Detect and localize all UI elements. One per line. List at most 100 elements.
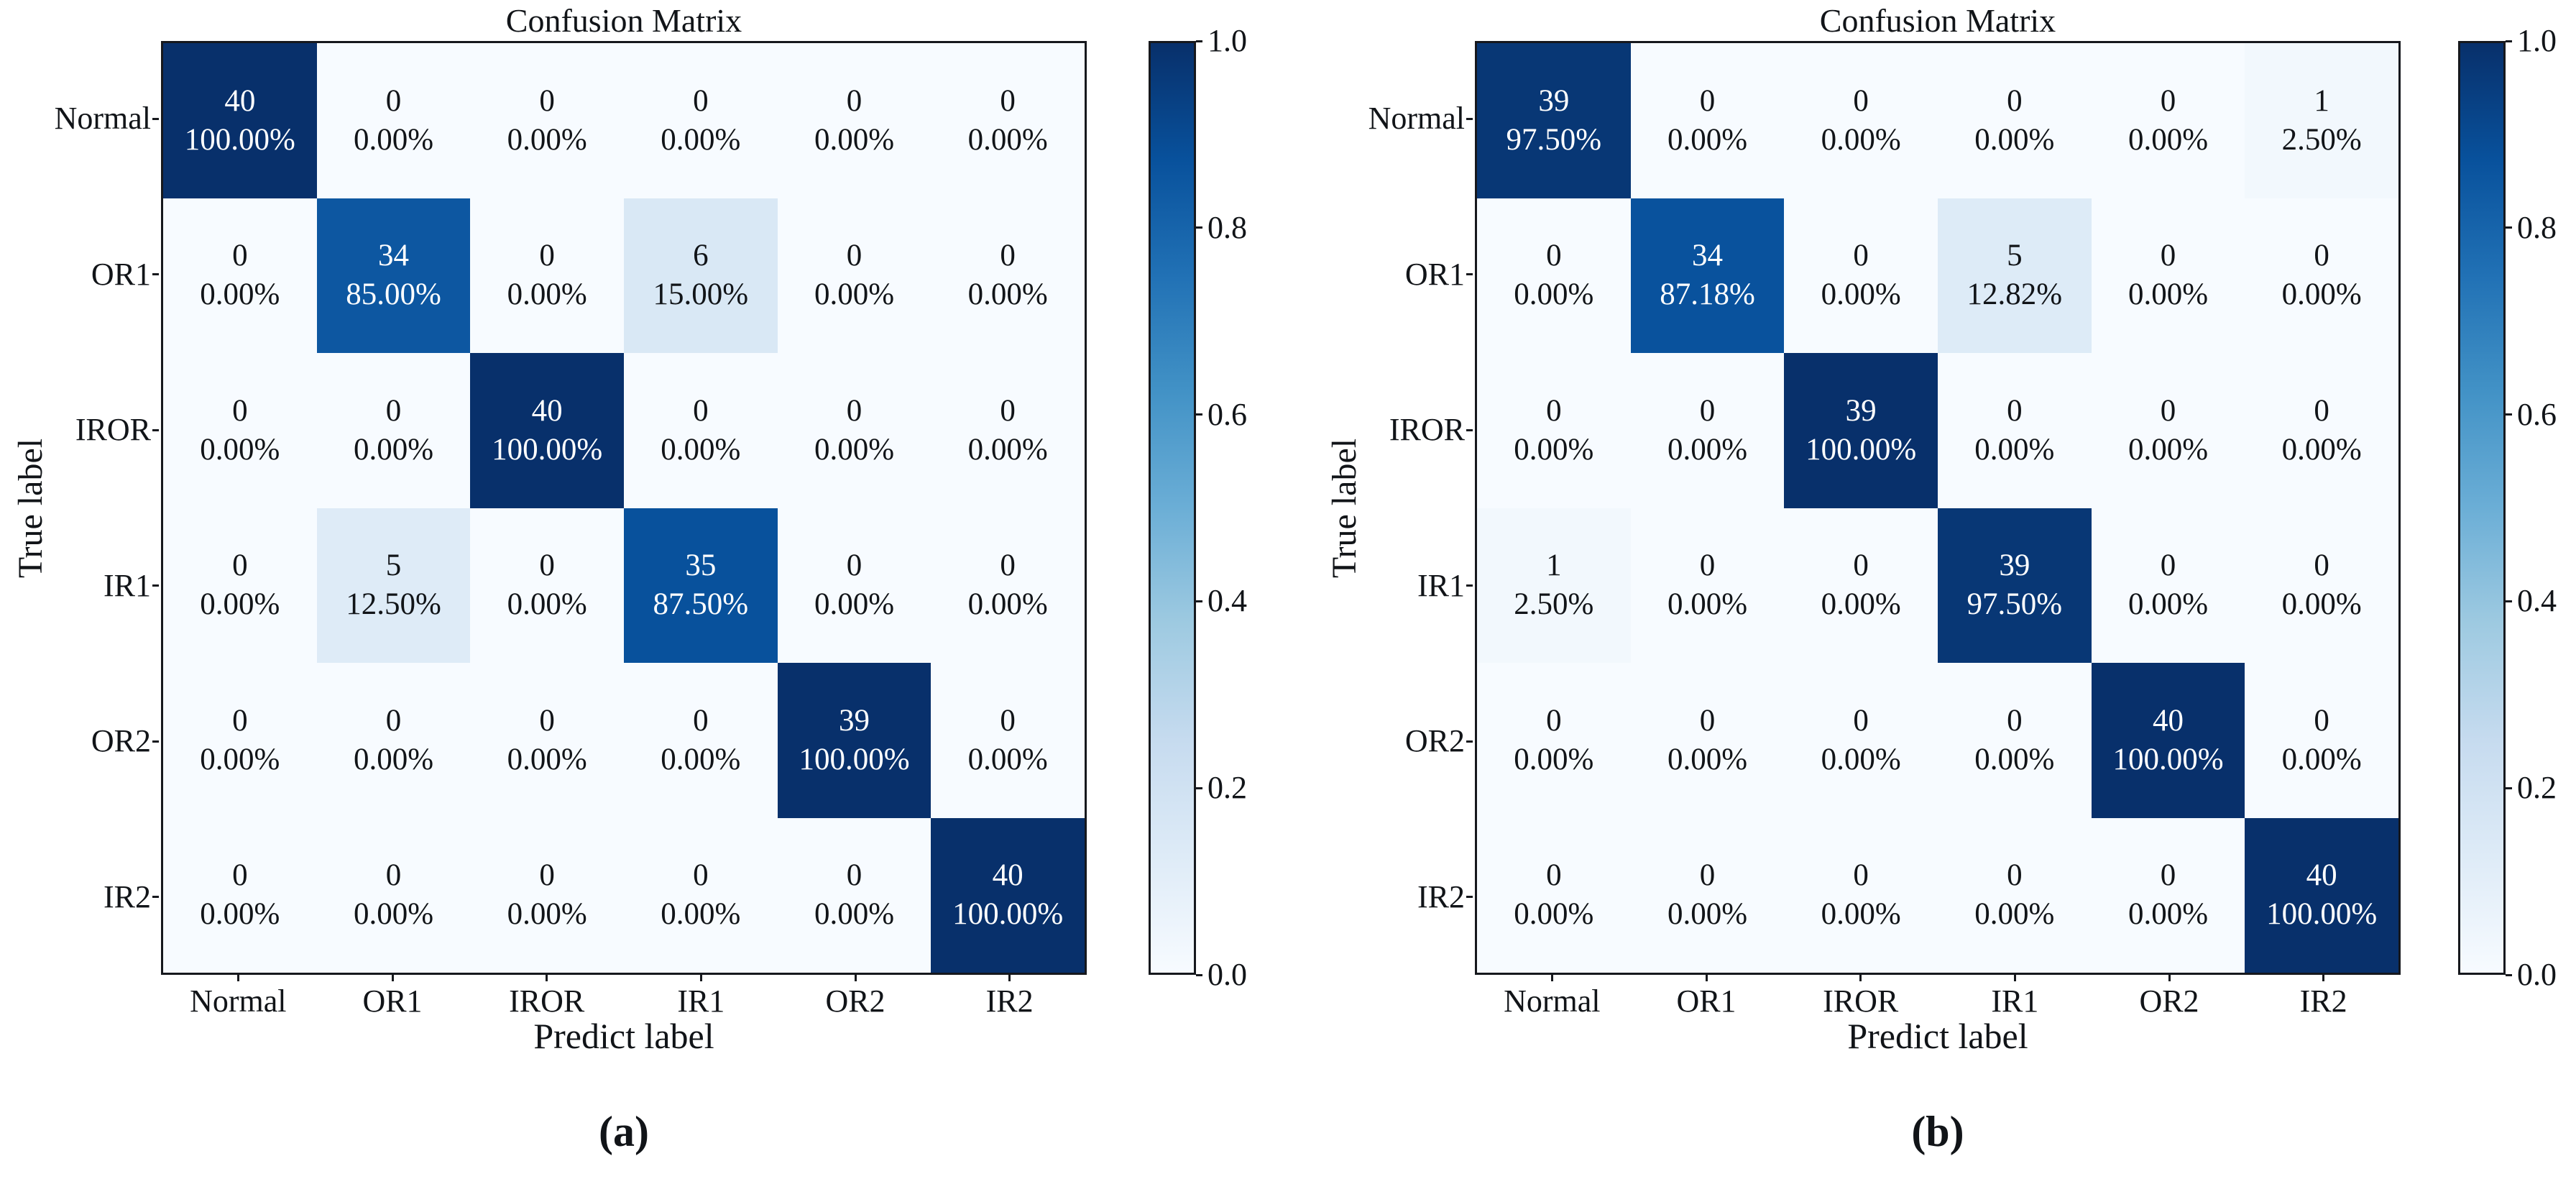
matrix-cell: 0 0.00% [163, 663, 317, 818]
y-tick-mark [1466, 428, 1473, 431]
matrix-cell: 0 0.00% [470, 43, 624, 198]
x-tick-mark [236, 975, 239, 981]
matrix-cell: 0 0.00% [163, 508, 317, 663]
matrix-cell: 35 87.50% [624, 508, 778, 663]
matrix-cell: 0 0.00% [777, 43, 932, 198]
matrix-cell: 0 0.00% [931, 198, 1085, 353]
y-tick-mark [1466, 740, 1473, 743]
matrix-cell: 0 0.00% [163, 353, 317, 508]
colorbar-tick-mark [2506, 973, 2512, 976]
cell-count: 0 [232, 703, 248, 738]
cell-percent: 0.00% [507, 122, 587, 157]
matrix-cell: 0 0.00% [470, 198, 624, 353]
cell-percent: 0.00% [1821, 587, 1901, 622]
subfigure-caption: (b) [1911, 1108, 1964, 1155]
colorbar-tick-label: 0.8 [2517, 209, 2557, 245]
cell-percent: 15.00% [653, 277, 749, 312]
matrix-cell: 0 0.00% [1477, 353, 1631, 508]
cell-count: 34 [1691, 239, 1723, 273]
y-tick-label: IR1 [1417, 567, 1465, 603]
y-tick-label: IROR [1389, 412, 1465, 448]
matrix-cell: 39 100.00% [1784, 353, 1938, 508]
cell-count: 0 [693, 393, 709, 428]
cell-count: 40 [2306, 858, 2337, 893]
y-tick-label: Normal [54, 101, 151, 137]
matrix-cell: 0 0.00% [1938, 43, 2092, 198]
matrix-cell: 39 100.00% [777, 663, 932, 818]
colorbar-tick-mark [2506, 413, 2512, 416]
cell-count: 0 [1853, 703, 1869, 738]
cell-percent: 0.00% [2128, 587, 2209, 622]
matrix-cell: 0 0.00% [470, 508, 624, 663]
matrix-cell: 0 0.00% [470, 663, 624, 818]
matrix-cell: 0 0.00% [2245, 663, 2398, 818]
cell-percent: 0.00% [507, 277, 587, 312]
matrix-cell: 0 0.00% [624, 817, 778, 973]
cell-percent: 0.00% [967, 122, 1048, 157]
cell-count: 0 [846, 858, 862, 893]
x-tick-mark [2013, 975, 2016, 981]
y-tick-mark [152, 584, 159, 587]
cell-percent: 0.00% [814, 277, 895, 312]
cell-count: 0 [2007, 703, 2023, 738]
colorbar-tick-mark [2506, 226, 2512, 229]
matrix-cell: 5 12.82% [1938, 198, 2092, 353]
x-tick-mark [546, 975, 548, 981]
cell-percent: 0.00% [2128, 122, 2209, 157]
matrix-cell: 0 0.00% [1630, 353, 1785, 508]
matrix-cell: 0 0.00% [1477, 198, 1631, 353]
matrix-cell: 0 0.00% [1784, 198, 1938, 353]
cell-count: 0 [2160, 549, 2176, 583]
matrix-cell: 1 2.50% [1477, 508, 1631, 663]
x-axis-label: Predict label [533, 1016, 714, 1056]
colorbar-tick-label: 0.6 [2517, 396, 2557, 432]
cell-percent: 0.00% [1667, 742, 1748, 776]
cell-count: 40 [992, 858, 1024, 893]
colorbar [1149, 41, 1196, 975]
cell-percent: 100.00% [184, 122, 295, 157]
y-tick-label: OR2 [91, 723, 151, 759]
cell-percent: 0.00% [507, 587, 587, 622]
cell-count: 0 [539, 858, 555, 893]
matrix-cell: 0 0.00% [1784, 663, 1938, 818]
cell-percent: 0.00% [1974, 432, 2055, 467]
cell-count: 0 [2314, 703, 2329, 738]
cell-count: 0 [1546, 393, 1562, 428]
matrix-cell: 0 0.00% [1938, 663, 2092, 818]
cell-count: 0 [2314, 549, 2329, 583]
cell-percent: 0.00% [1667, 587, 1748, 622]
matrix-cell: 5 12.50% [316, 508, 471, 663]
matrix-cell: 0 0.00% [624, 663, 778, 818]
cell-count: 0 [1699, 83, 1716, 118]
cell-count: 40 [2152, 703, 2184, 738]
cell-percent: 0.00% [967, 277, 1048, 312]
matrix-cell: 0 0.00% [1784, 817, 1938, 973]
colorbar-tick-mark [1196, 786, 1202, 789]
colorbar-tick-label: 0.8 [1208, 209, 1247, 245]
matrix-cell: 0 0.00% [1630, 508, 1785, 663]
cell-count: 0 [1853, 83, 1869, 118]
cell-count: 0 [2160, 83, 2176, 118]
x-tick-label: OR2 [2139, 983, 2199, 1019]
x-tick-label: IR1 [1991, 983, 2039, 1019]
matrix-cell: 40 100.00% [2091, 663, 2245, 818]
matrix-cell: 40 100.00% [931, 817, 1085, 973]
x-tick-label: IR2 [985, 983, 1034, 1019]
cell-count: 0 [1546, 703, 1562, 738]
cell-count: 35 [685, 549, 717, 583]
matrix-cell: 0 0.00% [1938, 353, 2092, 508]
matrix-cell: 34 87.18% [1630, 198, 1785, 353]
cell-percent: 0.00% [967, 432, 1048, 467]
cell-percent: 0.00% [2128, 277, 2209, 312]
cell-percent: 0.00% [200, 897, 280, 932]
matrix-cell: 0 0.00% [777, 353, 932, 508]
matrix-cell: 0 0.00% [1477, 663, 1631, 818]
y-tick-mark [152, 117, 159, 120]
cell-percent: 0.00% [1514, 277, 1594, 312]
x-tick-label: IROR [1823, 983, 1899, 1019]
matrix-cell: 40 100.00% [470, 353, 624, 508]
matrix-cell: 0 0.00% [2091, 198, 2245, 353]
colorbar-tick-label: 0.6 [1208, 396, 1247, 432]
cell-percent: 0.00% [2128, 897, 2209, 932]
cell-percent: 0.00% [661, 897, 741, 932]
